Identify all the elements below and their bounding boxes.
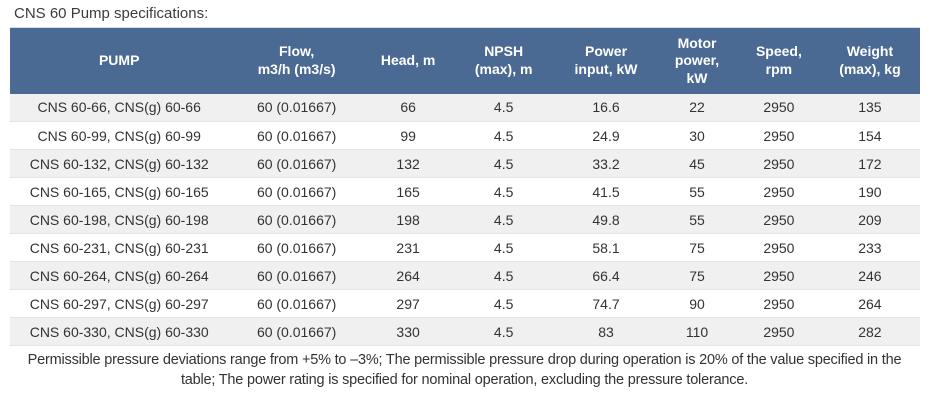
table-row: CNS 60-231, CNS(g) 60-231 60 (0.01667) 231… xyxy=(10,233,920,262)
speed-cell: 2950 xyxy=(737,317,820,346)
speed-cell: 2950 xyxy=(737,289,820,318)
flow-cell: 60 (0.01667) xyxy=(228,289,365,318)
head-cell: 66 xyxy=(364,93,452,122)
motor-power-cell: 55 xyxy=(656,205,738,234)
motor-power-cell: 22 xyxy=(656,93,738,122)
power-input-cell: 49.8 xyxy=(555,205,657,234)
power-input-cell: 33.2 xyxy=(555,149,657,178)
flow-cell: 60 (0.01667) xyxy=(228,121,365,150)
npsh-cell: 4.5 xyxy=(451,177,556,206)
column-header-power-input: Power input, kW xyxy=(555,27,657,94)
weight-cell: 172 xyxy=(819,149,920,178)
flow-cell: 60 (0.01667) xyxy=(228,177,365,206)
head-cell: 165 xyxy=(364,177,452,206)
pump-name-cell: CNS 60-297, CNS(g) 60-297 xyxy=(10,289,229,318)
speed-cell: 2950 xyxy=(737,233,820,262)
table-row: CNS 60-330, CNS(g) 60-330 60 (0.01667) 330… xyxy=(10,317,920,346)
power-input-cell: 58.1 xyxy=(555,233,657,262)
flow-cell: 60 (0.01667) xyxy=(228,149,365,178)
speed-cell: 2950 xyxy=(737,205,820,234)
speed-cell: 2950 xyxy=(737,149,820,178)
power-input-cell: 83 xyxy=(555,317,657,346)
speed-cell: 2950 xyxy=(737,93,820,122)
table-row: CNS 60-297, CNS(g) 60-297 60 (0.01667) 297… xyxy=(10,289,920,318)
pump-spec-table: PUMP Flow, m3/h (m3/s) Head, m NPSH (max… xyxy=(10,27,920,346)
table-row: CNS 60-198, CNS(g) 60-198 60 (0.01667) 198… xyxy=(10,205,920,234)
head-cell: 231 xyxy=(364,233,452,262)
pump-name-cell: CNS 60-165, CNS(g) 60-165 xyxy=(10,177,229,206)
table-row: CNS 60-99, CNS(g) 60-99 60 (0.01667) 99 4.5… xyxy=(10,121,920,150)
power-input-cell: 16.6 xyxy=(555,93,657,122)
column-header-motor-power: Motor power, kW xyxy=(656,27,738,94)
head-cell: 297 xyxy=(364,289,452,318)
npsh-cell: 4.5 xyxy=(451,289,556,318)
table-body: CNS 60-66, CNS(g) 60-66 60 (0.01667) 66 4.5… xyxy=(10,93,920,346)
column-header-weight: Weight (max), kg xyxy=(819,27,920,94)
power-input-cell: 66.4 xyxy=(555,261,657,290)
power-input-cell: 24.9 xyxy=(555,121,657,150)
weight-cell: 135 xyxy=(819,93,920,122)
weight-cell: 264 xyxy=(819,289,920,318)
motor-power-cell: 90 xyxy=(656,289,738,318)
power-input-cell: 74.7 xyxy=(555,289,657,318)
table-row: CNS 60-264, CNS(g) 60-264 60 (0.01667) 264… xyxy=(10,261,920,290)
pump-name-cell: CNS 60-132, CNS(g) 60-132 xyxy=(10,149,229,178)
speed-cell: 2950 xyxy=(737,121,820,150)
column-header-head: Head, m xyxy=(364,27,452,94)
motor-power-cell: 45 xyxy=(656,149,738,178)
npsh-cell: 4.5 xyxy=(451,233,556,262)
pump-name-cell: CNS 60-264, CNS(g) 60-264 xyxy=(10,261,229,290)
speed-cell: 2950 xyxy=(737,261,820,290)
motor-power-cell: 110 xyxy=(656,317,738,346)
flow-cell: 60 (0.01667) xyxy=(228,93,365,122)
column-header-flow: Flow, m3/h (m3/s) xyxy=(228,27,365,94)
flow-cell: 60 (0.01667) xyxy=(228,261,365,290)
motor-power-cell: 30 xyxy=(656,121,738,150)
weight-cell: 190 xyxy=(819,177,920,206)
head-cell: 132 xyxy=(364,149,452,178)
npsh-cell: 4.5 xyxy=(451,149,556,178)
column-header-speed: Speed, rpm xyxy=(737,27,820,94)
flow-cell: 60 (0.01667) xyxy=(228,233,365,262)
table-row: CNS 60-165, CNS(g) 60-165 60 (0.01667) 165… xyxy=(10,177,920,206)
head-cell: 330 xyxy=(364,317,452,346)
speed-cell: 2950 xyxy=(737,177,820,206)
pump-name-cell: CNS 60-330, CNS(g) 60-330 xyxy=(10,317,229,346)
npsh-cell: 4.5 xyxy=(451,93,556,122)
pump-name-cell: CNS 60-231, CNS(g) 60-231 xyxy=(10,233,229,262)
flow-cell: 60 (0.01667) xyxy=(228,205,365,234)
motor-power-cell: 75 xyxy=(656,261,738,290)
header-row: PUMP Flow, m3/h (m3/s) Head, m NPSH (max… xyxy=(10,27,920,94)
pump-name-cell: CNS 60-66, CNS(g) 60-66 xyxy=(10,93,229,122)
flow-cell: 60 (0.01667) xyxy=(228,317,365,346)
weight-cell: 246 xyxy=(819,261,920,290)
column-header-pump: PUMP xyxy=(10,27,229,94)
npsh-cell: 4.5 xyxy=(451,121,556,150)
power-input-cell: 41.5 xyxy=(555,177,657,206)
column-header-npsh: NPSH (max), m xyxy=(451,27,556,94)
footer-note: Permissible pressure deviations range fr… xyxy=(27,352,902,388)
table-row: CNS 60-132, CNS(g) 60-132 60 (0.01667) 132… xyxy=(10,149,920,178)
pump-name-cell: CNS 60-198, CNS(g) 60-198 xyxy=(10,205,229,234)
weight-cell: 154 xyxy=(819,121,920,150)
weight-cell: 233 xyxy=(819,233,920,262)
npsh-cell: 4.5 xyxy=(451,317,556,346)
weight-cell: 282 xyxy=(819,317,920,346)
pump-name-cell: CNS 60-99, CNS(g) 60-99 xyxy=(10,121,229,150)
head-cell: 198 xyxy=(364,205,452,234)
motor-power-cell: 55 xyxy=(656,177,738,206)
motor-power-cell: 75 xyxy=(656,233,738,262)
npsh-cell: 4.5 xyxy=(451,205,556,234)
head-cell: 99 xyxy=(364,121,452,150)
head-cell: 264 xyxy=(364,261,452,290)
weight-cell: 209 xyxy=(819,205,920,234)
page-title: CNS 60 Pump specifications: xyxy=(14,5,209,22)
npsh-cell: 4.5 xyxy=(451,261,556,290)
table-row: CNS 60-66, CNS(g) 60-66 60 (0.01667) 66 4.5… xyxy=(10,93,920,122)
